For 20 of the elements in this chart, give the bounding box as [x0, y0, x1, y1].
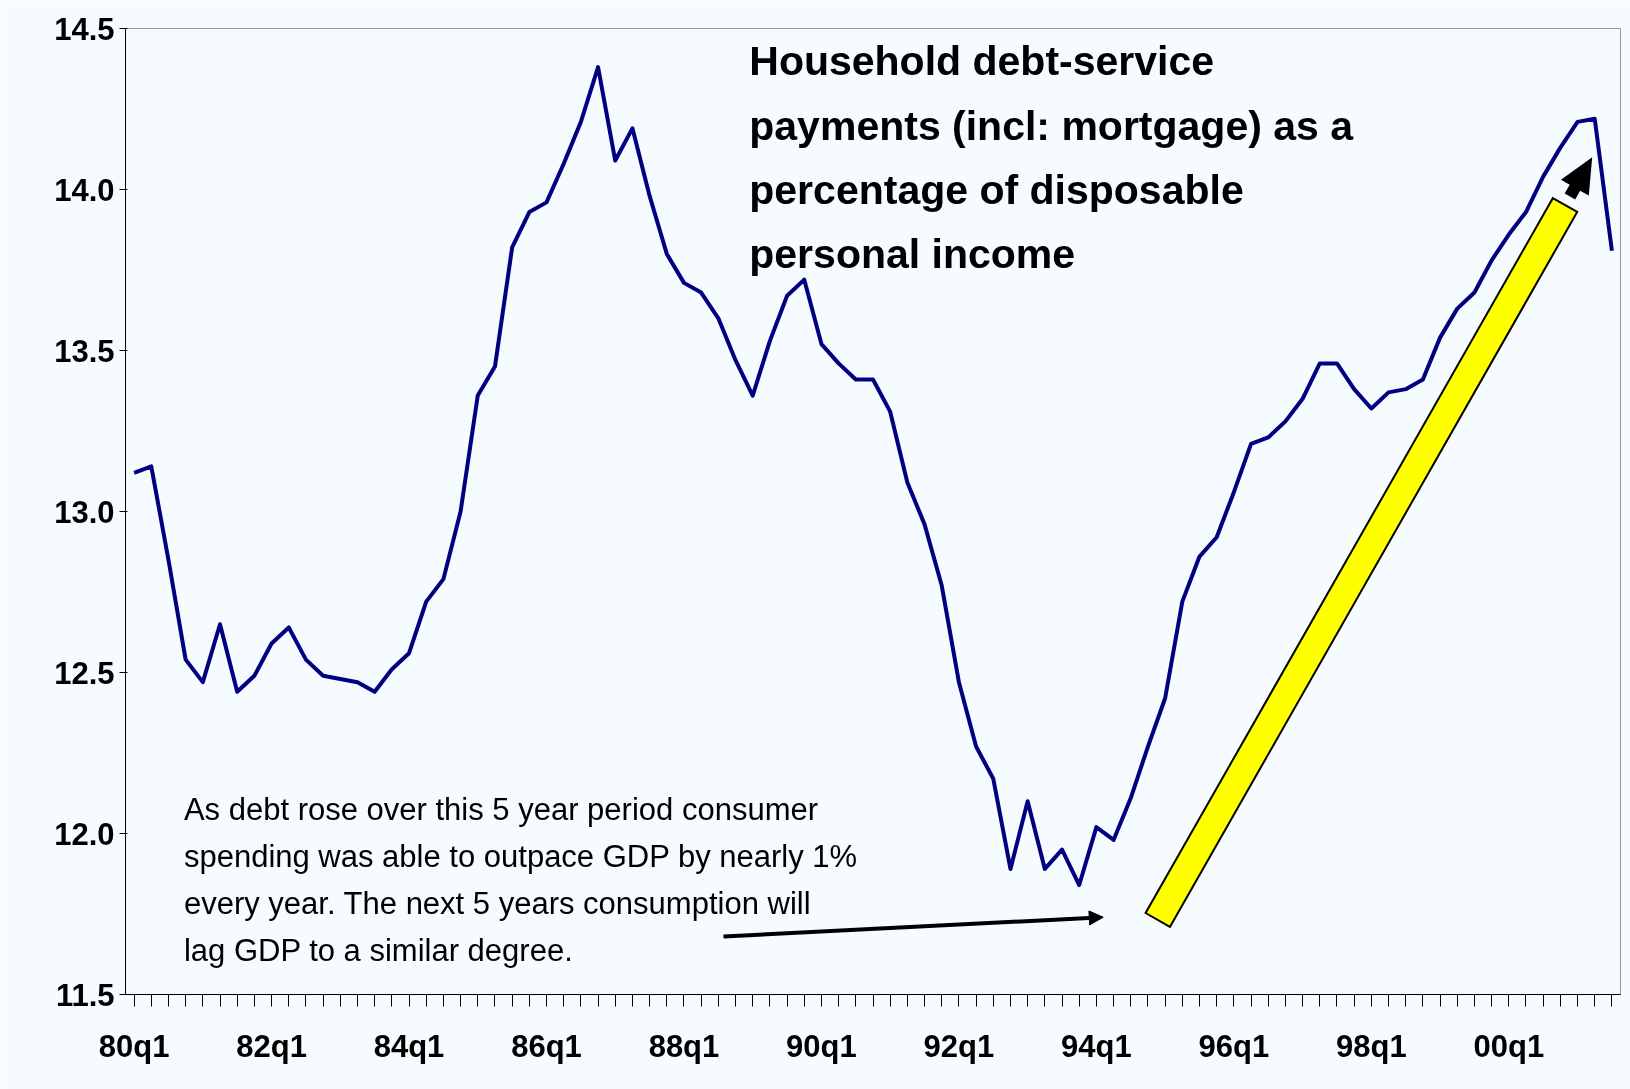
- x-tick-label: 96q1: [1198, 1028, 1270, 1064]
- x-tick-label: 82q1: [236, 1028, 307, 1064]
- y-tick-label: 12.0: [54, 816, 115, 852]
- x-tick-label: 92q1: [923, 1028, 995, 1064]
- x-tick-label: 86q1: [511, 1028, 582, 1064]
- annotation: As debt rose over this 5 year period consumer spending was able to outpace GDP by nearly 1% every year. The next 5 years consumption will lag GDP to a similar degree.: [183, 791, 858, 969]
- x-tick-label: 80q1: [98, 1028, 170, 1064]
- x-tick-label: 00q1: [1473, 1028, 1545, 1064]
- y-tick-label: 14.5: [54, 11, 115, 47]
- x-tick-label: 84q1: [373, 1028, 445, 1064]
- text: Household debt-service payments (incl: mortgage) as a percentage of disposable personal income: [749, 38, 1355, 278]
- y-tick-label: 13.5: [54, 333, 115, 369]
- x-tick-label: 94q1: [1061, 1028, 1132, 1064]
- y-tick-label: 13.0: [54, 494, 115, 530]
- y-tick-label: 11.5: [55, 977, 115, 1013]
- x-tick-label: 98q1: [1336, 1028, 1407, 1064]
- x-tick-label: 90q1: [786, 1028, 857, 1064]
- y-tick-label: 14.0: [54, 172, 115, 208]
- x-tick-label: 88q1: [648, 1028, 720, 1064]
- y-tick-label: 12.5: [54, 655, 115, 691]
